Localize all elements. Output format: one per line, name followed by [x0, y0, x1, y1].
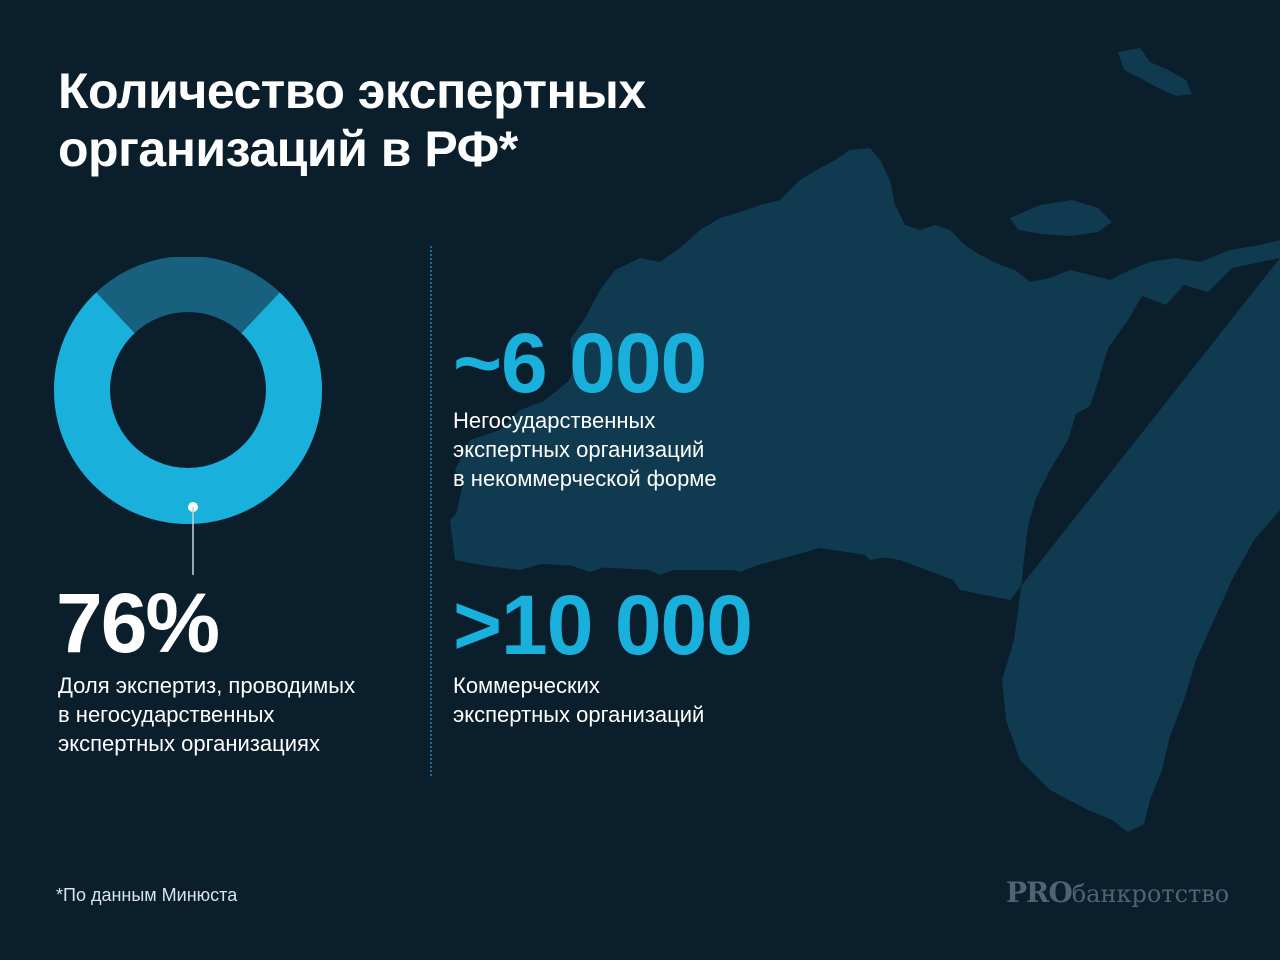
title-line-1: Количество экспертных: [58, 63, 646, 119]
donut-ring-share: [54, 292, 322, 524]
logo-pro-text: PRO: [1006, 876, 1073, 909]
commercial-description-line: Коммерческих: [453, 673, 600, 698]
commercial-description-line: экспертных организаций: [453, 702, 705, 727]
noncommercial-description-line: в некоммерческой форме: [453, 466, 717, 491]
logo-rest-text: банкротство: [1071, 880, 1230, 908]
share-description-line: в негосударственных: [58, 702, 275, 727]
map-island-north: [1118, 48, 1192, 96]
map-island-east: [1010, 200, 1112, 236]
map-mainland: [450, 148, 1280, 832]
page-title: Количество экспертных организаций в РФ*: [58, 62, 818, 178]
brand-logo: PROбанкротство: [1006, 876, 1229, 909]
share-description-line: Доля экспертиз, проводимых: [58, 673, 356, 698]
share-description: Доля экспертиз, проводимых в негосударст…: [58, 671, 355, 758]
title-line-2: организаций в РФ*: [58, 121, 518, 177]
donut-chart: [54, 257, 322, 575]
vertical-divider: [430, 246, 432, 776]
share-percent-value: 76%: [56, 576, 220, 670]
source-footnote: *По данным Минюста: [56, 885, 238, 905]
commercial-description: Коммерческих экспертных организаций: [453, 671, 704, 729]
commercial-count-value: >10 000: [453, 578, 753, 672]
share-description-line: экспертных организациях: [58, 731, 320, 756]
noncommercial-description-line: экспертных организаций: [453, 437, 705, 462]
noncommercial-description: Негосударственных экспертных организаций…: [453, 406, 717, 493]
noncommercial-description-line: Негосударственных: [453, 408, 656, 433]
noncommercial-count-value: ~6 000: [453, 316, 707, 410]
